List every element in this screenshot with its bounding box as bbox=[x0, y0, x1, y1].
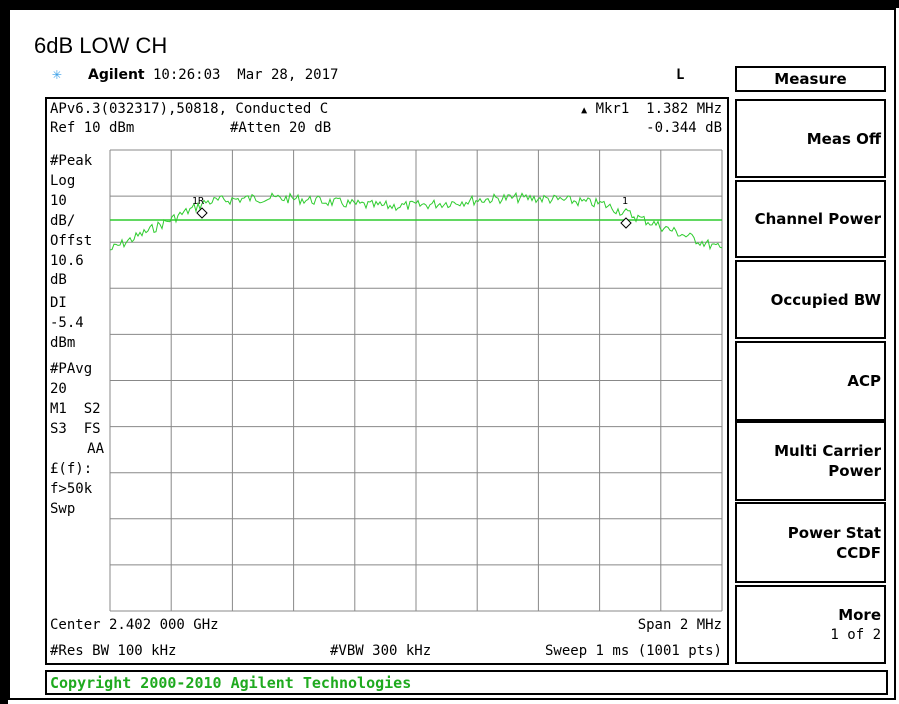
softkey-label: Channel Power bbox=[754, 210, 881, 228]
page-title: 6dB LOW CH bbox=[34, 33, 168, 58]
marker-value: -0.344 dB bbox=[646, 120, 722, 136]
indicator: L bbox=[676, 67, 685, 83]
softkey-label: ACP bbox=[847, 372, 881, 390]
marker-label: 1R bbox=[192, 196, 205, 207]
marker-label: 1 bbox=[622, 196, 628, 207]
side-label: dB/ bbox=[50, 213, 76, 229]
side-label: Offst bbox=[50, 233, 93, 249]
side-label: 10.6 bbox=[50, 253, 84, 269]
header-line: APv6.3(032317),50818, Conducted C bbox=[50, 101, 329, 117]
side-label: #PAvg bbox=[50, 361, 93, 377]
side-label: DI bbox=[50, 295, 67, 311]
ref-level: Ref 10 dBm bbox=[50, 120, 135, 136]
side-label: AA bbox=[87, 441, 104, 457]
softkey[interactable]: Multi Carrier Power bbox=[735, 421, 886, 501]
softkey-label: Power bbox=[828, 462, 881, 480]
side-label: Log bbox=[50, 173, 76, 189]
side-label: dBm bbox=[50, 335, 76, 351]
softkey[interactable]: ACP bbox=[735, 341, 886, 421]
side-label: -5.4 bbox=[50, 315, 84, 331]
delta-icon: ▲ bbox=[581, 105, 588, 116]
rbw: #Res BW 100 kHz bbox=[50, 643, 177, 659]
softkey[interactable]: Channel Power bbox=[735, 180, 886, 258]
side-label: S3 FS bbox=[50, 421, 101, 437]
marker-text: Mkr1 1.382 MHz bbox=[595, 101, 722, 117]
softkey-label: Multi Carrier bbox=[774, 442, 881, 460]
softkey[interactable]: More 1 of 2 bbox=[735, 585, 886, 664]
side-label: 10 bbox=[50, 193, 67, 209]
side-label: 20 bbox=[50, 381, 67, 397]
copyright: Copyright 2000-2010 Agilent Technologies bbox=[50, 674, 412, 692]
trace bbox=[109, 191, 723, 251]
side-label: M1 S2 bbox=[50, 401, 101, 417]
copyright-bar bbox=[45, 670, 888, 695]
softkey-label: Meas Off bbox=[806, 129, 881, 148]
marker-readout: ▲ Mkr1 1.382 MHz bbox=[555, 101, 722, 119]
vbw: #VBW 300 kHz bbox=[330, 643, 432, 659]
softkey[interactable]: Power Stat CCDF bbox=[735, 502, 886, 583]
side-label: Swp bbox=[50, 501, 76, 517]
span: Span 2 MHz bbox=[637, 617, 722, 633]
softkey-label: Power Stat bbox=[787, 523, 881, 542]
status-icon: ✳ bbox=[52, 64, 62, 83]
clock: 10:26:03 Mar 28, 2017 bbox=[153, 67, 339, 83]
menu-title: Measure bbox=[735, 66, 886, 92]
softkey-sub: 1 of 2 bbox=[830, 626, 881, 643]
side-label: f>50k bbox=[50, 481, 93, 497]
display bbox=[45, 97, 729, 665]
side-label: dB bbox=[50, 272, 67, 288]
sweep: Sweep 1 ms (1001 pts) bbox=[544, 643, 722, 659]
menu-title-text: Measure bbox=[774, 70, 847, 88]
marker-diamonds bbox=[196, 207, 632, 229]
softkey-label: More bbox=[838, 605, 881, 624]
attenuation: #Atten 20 dB bbox=[230, 120, 332, 136]
brand: Agilent bbox=[88, 67, 145, 83]
softkey-label: Occupied BW bbox=[770, 290, 881, 309]
frame bbox=[8, 8, 896, 700]
side-label: £(f): bbox=[50, 461, 93, 477]
center-freq: Center 2.402 000 GHz bbox=[50, 617, 219, 633]
softkey-label: CCDF bbox=[836, 543, 881, 562]
frame-top bbox=[0, 0, 899, 8]
softkey[interactable]: Meas Off bbox=[735, 99, 886, 178]
softkey[interactable]: Occupied BW bbox=[735, 260, 886, 339]
frame-left bbox=[0, 0, 8, 704]
side-label: #Peak bbox=[50, 153, 93, 169]
